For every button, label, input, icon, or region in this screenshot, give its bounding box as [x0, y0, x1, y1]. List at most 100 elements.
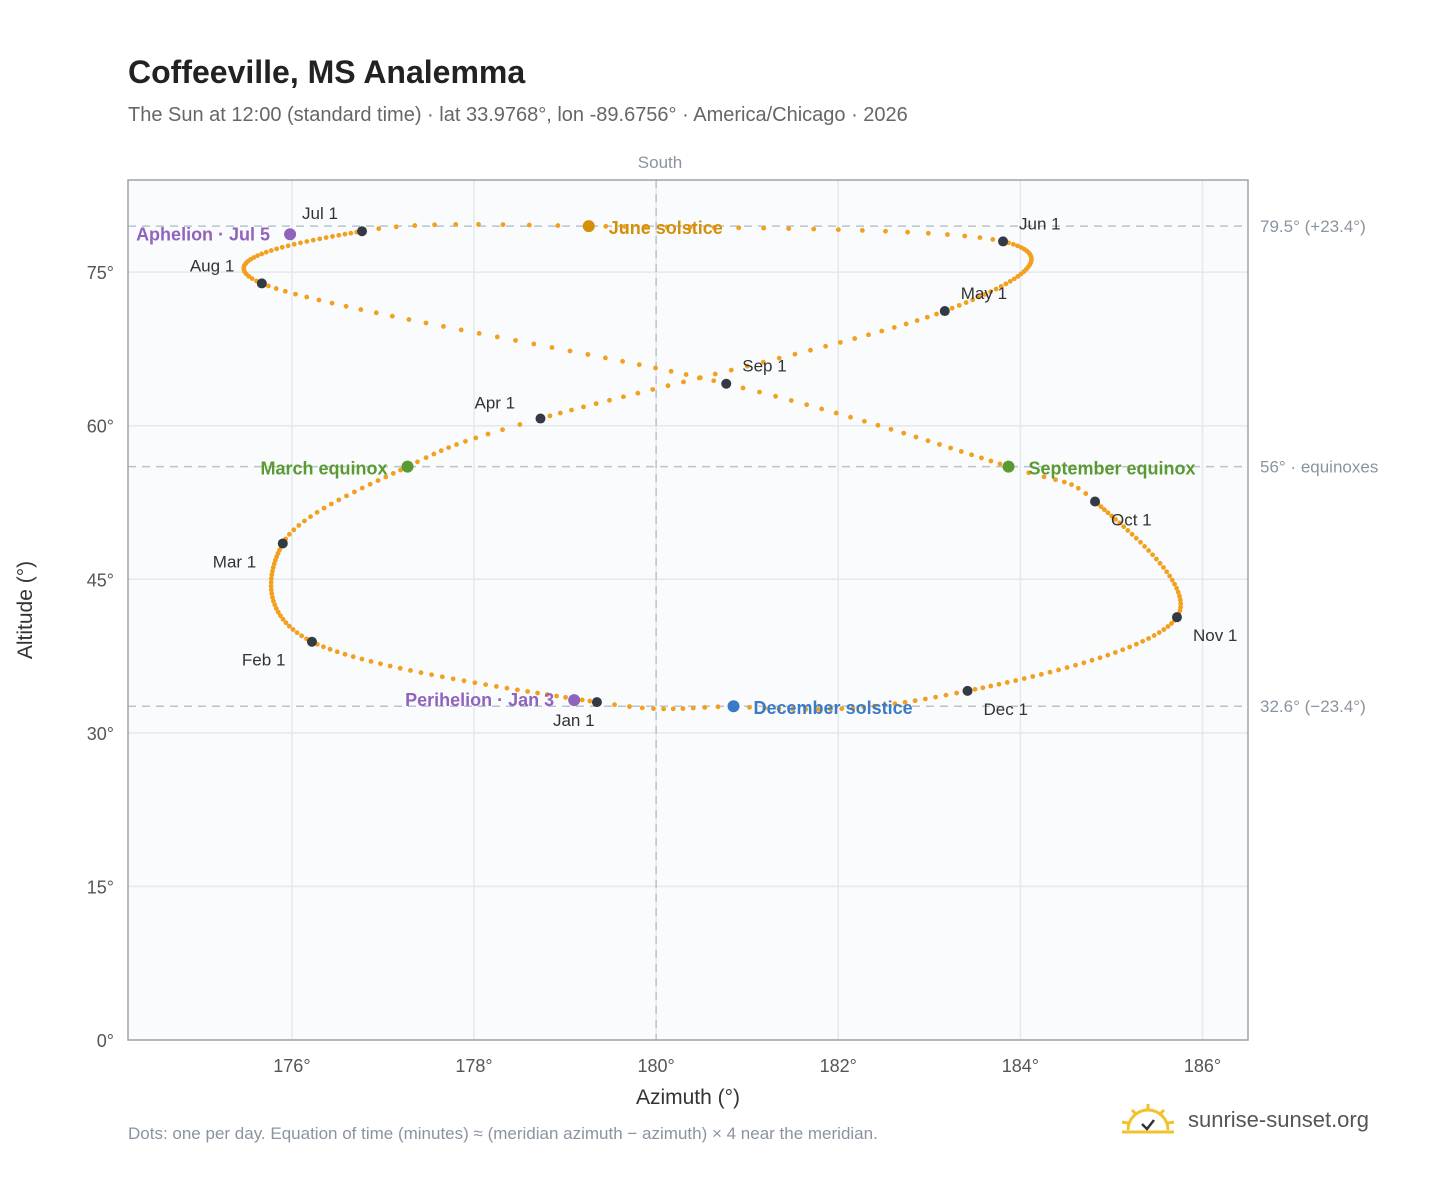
day-dot [661, 706, 666, 712]
day-dot [320, 644, 326, 650]
day-dot [603, 223, 609, 229]
day-dot [423, 455, 429, 461]
day-dot [328, 501, 334, 507]
day-dot [683, 372, 689, 377]
day-dot [270, 564, 276, 570]
day-dot [1146, 548, 1152, 553]
day-dot [1113, 517, 1118, 522]
day-dot [996, 681, 1002, 687]
day-dot [278, 613, 283, 619]
day-dot [979, 455, 984, 461]
day-dot [279, 244, 285, 250]
day-dot [837, 339, 843, 345]
day-dot [1120, 647, 1126, 653]
month-point [939, 306, 950, 317]
month-point [962, 685, 973, 696]
day-dot [557, 410, 563, 416]
day-dot [998, 284, 1004, 289]
day-dot [330, 234, 335, 239]
day-dot [304, 294, 310, 300]
day-dot [1165, 624, 1171, 629]
day-dot [286, 623, 292, 629]
day-dot [429, 672, 434, 678]
day-dot [879, 328, 885, 334]
day-dot [1098, 504, 1104, 510]
day-dot [1083, 491, 1089, 496]
day-dot [316, 297, 322, 303]
day-dot [387, 663, 393, 669]
day-dot [1101, 507, 1107, 513]
day-dot [976, 294, 982, 300]
event-point [401, 460, 414, 473]
day-dot [839, 706, 845, 712]
day-dot [711, 378, 717, 384]
day-dot [1041, 474, 1047, 480]
day-dot [1150, 552, 1155, 558]
reference-lines: 79.5° (+23.4°) 56° · equinoxes 32.6° (−23.… [128, 180, 1378, 1040]
day-dot [454, 442, 459, 447]
day-dot [786, 226, 792, 231]
brand-name: sunrise-sunset.org [1188, 1107, 1369, 1132]
day-dot [620, 358, 625, 364]
day-dot [473, 435, 479, 441]
event-point [568, 694, 581, 707]
day-dot [351, 489, 357, 495]
day-dot [937, 442, 942, 447]
day-dot [1142, 544, 1147, 549]
day-dot [642, 224, 648, 230]
day-dot [285, 243, 291, 249]
day-dot [359, 485, 365, 491]
day-dot [980, 685, 986, 691]
day-dot [902, 699, 908, 705]
day-dot [1081, 660, 1087, 666]
day-dot [1105, 510, 1111, 516]
y-tick-label: 30° [87, 724, 114, 744]
day-dot [1003, 281, 1009, 287]
day-dot [367, 481, 373, 487]
month-label: Nov 1 [1193, 626, 1237, 645]
event-label: September equinox [1029, 459, 1196, 479]
day-dot [681, 379, 686, 385]
event-label: March equinox [261, 459, 388, 479]
day-dot [622, 224, 628, 229]
day-dot [317, 236, 323, 242]
x-tick-label: 178° [455, 1056, 492, 1076]
day-dot [273, 286, 279, 291]
day-dot [344, 493, 349, 499]
day-dot [1133, 641, 1139, 647]
day-dot [776, 355, 782, 361]
day-dot [493, 684, 499, 689]
plot-area [128, 180, 1248, 1040]
day-dot [651, 706, 656, 711]
day-dot [268, 576, 274, 581]
day-dot [997, 461, 1003, 467]
day-dot [500, 427, 505, 433]
day-dot [913, 434, 919, 440]
day-dot [958, 449, 964, 454]
brand[interactable]: sunrise-sunset.org [1120, 1102, 1369, 1138]
day-dot [1140, 638, 1146, 644]
day-dot [664, 224, 670, 230]
day-dot [970, 297, 976, 303]
day-dot [272, 602, 278, 608]
day-dot [811, 226, 817, 232]
day-dot [883, 228, 888, 234]
day-dot [823, 343, 828, 349]
day-dot [296, 522, 302, 528]
day-dot [476, 331, 482, 336]
day-dot [412, 223, 418, 228]
day-dot [612, 702, 617, 708]
day-dot [431, 451, 437, 457]
day-dot [903, 321, 909, 327]
day-dot [1075, 485, 1081, 491]
day-dot [291, 527, 297, 533]
day-dot [650, 387, 656, 392]
event-label: December solstice [754, 698, 913, 718]
day-dot [977, 235, 983, 241]
day-dot [1161, 565, 1166, 570]
day-dot [1015, 243, 1020, 249]
day-dot [555, 223, 561, 228]
day-dot [441, 324, 446, 329]
day-dot [581, 404, 586, 410]
day-dot [1089, 657, 1095, 663]
